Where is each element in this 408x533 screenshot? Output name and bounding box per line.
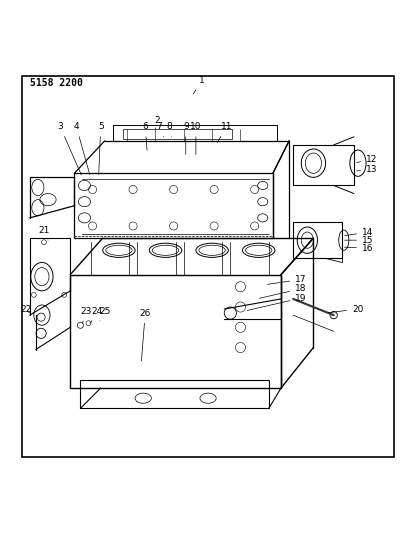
Bar: [70, 274, 281, 388]
Text: 25: 25: [100, 306, 111, 321]
Bar: [293, 145, 354, 185]
Text: 18: 18: [259, 284, 307, 298]
Text: 3: 3: [57, 122, 81, 175]
Bar: [74, 173, 273, 238]
Text: 4: 4: [73, 122, 90, 175]
Text: 1: 1: [193, 76, 205, 94]
Text: 5158 2200: 5158 2200: [30, 78, 83, 88]
Text: 6: 6: [142, 122, 148, 150]
Bar: [123, 129, 233, 139]
Text: 17: 17: [268, 275, 307, 284]
Bar: [293, 222, 342, 259]
Text: 2: 2: [155, 116, 160, 129]
Text: 5: 5: [98, 122, 104, 175]
Text: 8: 8: [167, 122, 173, 137]
Text: 12: 12: [357, 155, 377, 164]
Bar: [80, 380, 269, 408]
Text: 9: 9: [183, 122, 188, 155]
Text: 20: 20: [328, 304, 363, 313]
Text: 16: 16: [344, 244, 374, 253]
Text: 24: 24: [91, 306, 102, 323]
Text: 13: 13: [357, 165, 377, 174]
Text: 15: 15: [344, 236, 374, 245]
Text: 21: 21: [38, 225, 50, 240]
Text: 23: 23: [81, 306, 92, 323]
Text: 14: 14: [344, 228, 373, 237]
Text: 22: 22: [20, 304, 31, 313]
Text: 7: 7: [157, 122, 164, 137]
Text: 19: 19: [247, 294, 307, 310]
Text: 11: 11: [217, 122, 232, 142]
Text: 10: 10: [190, 122, 202, 155]
Text: 26: 26: [140, 309, 151, 361]
